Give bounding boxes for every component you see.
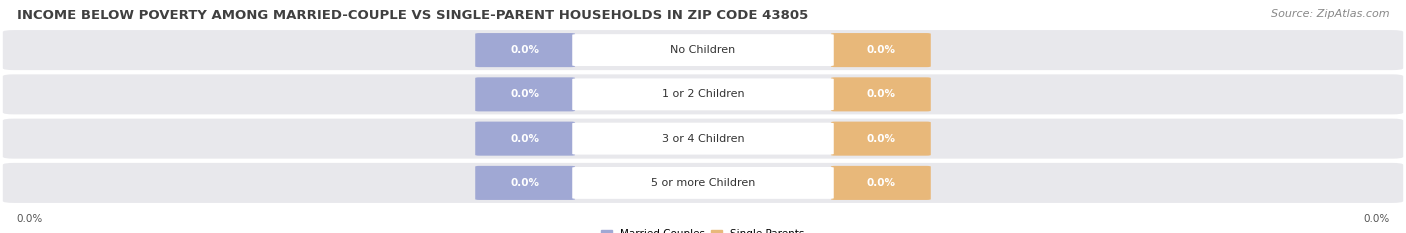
Text: 0.0%: 0.0% [510, 178, 540, 188]
Text: 0.0%: 0.0% [866, 134, 896, 144]
FancyBboxPatch shape [475, 166, 575, 200]
FancyBboxPatch shape [475, 77, 575, 111]
Legend: Married Couples, Single Parents: Married Couples, Single Parents [602, 230, 804, 233]
FancyBboxPatch shape [831, 166, 931, 200]
FancyBboxPatch shape [3, 74, 1403, 114]
Text: No Children: No Children [671, 45, 735, 55]
FancyBboxPatch shape [572, 79, 834, 110]
Text: 3 or 4 Children: 3 or 4 Children [662, 134, 744, 144]
Text: 0.0%: 0.0% [510, 89, 540, 99]
FancyBboxPatch shape [831, 122, 931, 156]
FancyBboxPatch shape [831, 33, 931, 67]
FancyBboxPatch shape [475, 122, 575, 156]
Text: 0.0%: 0.0% [510, 134, 540, 144]
FancyBboxPatch shape [475, 33, 575, 67]
Text: 0.0%: 0.0% [866, 89, 896, 99]
Text: 0.0%: 0.0% [866, 45, 896, 55]
Text: 1 or 2 Children: 1 or 2 Children [662, 89, 744, 99]
FancyBboxPatch shape [572, 167, 834, 199]
Text: 5 or more Children: 5 or more Children [651, 178, 755, 188]
FancyBboxPatch shape [3, 119, 1403, 159]
Text: INCOME BELOW POVERTY AMONG MARRIED-COUPLE VS SINGLE-PARENT HOUSEHOLDS IN ZIP COD: INCOME BELOW POVERTY AMONG MARRIED-COUPL… [17, 9, 808, 22]
Text: 0.0%: 0.0% [866, 178, 896, 188]
FancyBboxPatch shape [572, 34, 834, 66]
FancyBboxPatch shape [572, 123, 834, 154]
Text: 0.0%: 0.0% [510, 45, 540, 55]
FancyBboxPatch shape [3, 163, 1403, 203]
FancyBboxPatch shape [3, 30, 1403, 70]
FancyBboxPatch shape [831, 77, 931, 111]
Text: 0.0%: 0.0% [17, 214, 44, 224]
Text: 0.0%: 0.0% [1362, 214, 1389, 224]
Text: Source: ZipAtlas.com: Source: ZipAtlas.com [1271, 9, 1389, 19]
